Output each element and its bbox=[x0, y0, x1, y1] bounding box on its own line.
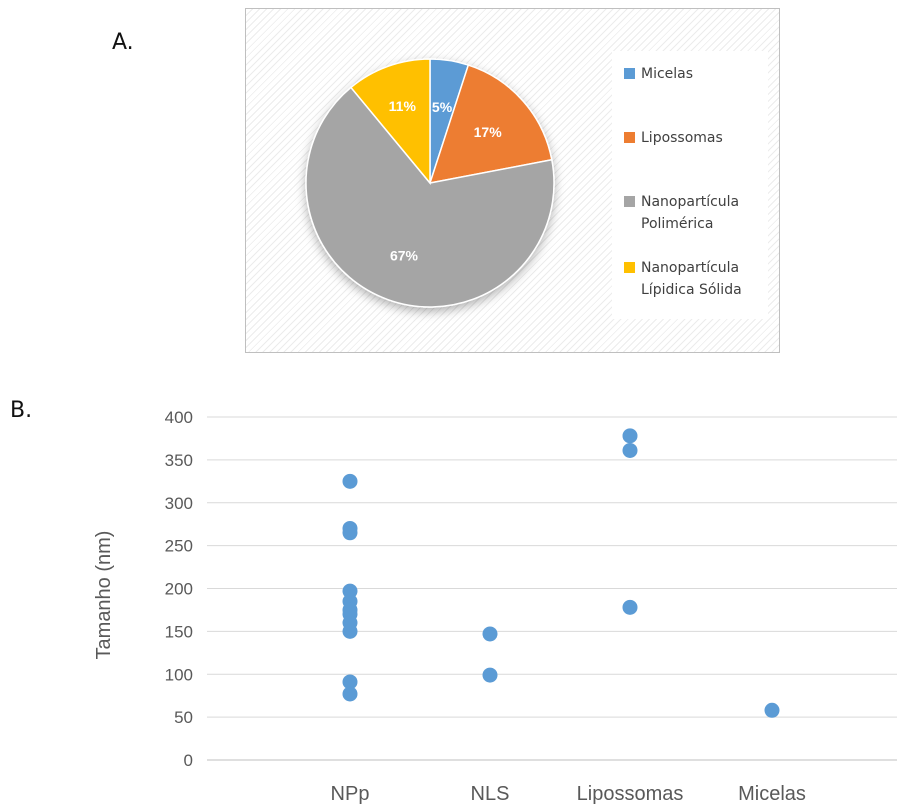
legend-item-nanoparticula-polimerica: Nanopartícula Polimérica bbox=[624, 191, 767, 235]
pie-chart-svg: 5% 17% 67% 11% bbox=[305, 58, 555, 308]
pie-chart: 5% 17% 67% 11% Micelas Lipossomas Nanopartícu… bbox=[245, 8, 780, 353]
y-tick-label: 250 bbox=[165, 537, 193, 556]
y-tick-label: 200 bbox=[165, 580, 193, 599]
scatter-points bbox=[342, 428, 780, 718]
y-tick-label: 0 bbox=[184, 751, 193, 770]
scatter-point bbox=[482, 626, 498, 642]
x-axis-tick-labels: NPp NLS Lipossomas Micelas bbox=[331, 783, 806, 805]
legend-item-nanoparticula-lipidica-solida: Nanopartícula Lípidica Sólida bbox=[624, 257, 767, 301]
legend-swatch bbox=[624, 196, 635, 207]
scatter-gridlines bbox=[207, 416, 897, 761]
panel-a-label: A. bbox=[112, 30, 134, 55]
scatter-point bbox=[342, 674, 358, 690]
pie-data-label-nanoparticula-lipidica-solida: 11% bbox=[389, 98, 417, 114]
scatter-point bbox=[342, 525, 358, 541]
legend-item-micelas: Micelas bbox=[624, 63, 767, 85]
legend-swatch bbox=[624, 262, 635, 273]
legend-label: Nanopartícula Polimérica bbox=[641, 194, 740, 232]
y-axis-label: Tamanho (nm) bbox=[93, 531, 115, 660]
x-tick-label: Micelas bbox=[738, 783, 806, 805]
scatter-point bbox=[342, 623, 358, 639]
legend-swatch bbox=[624, 132, 635, 143]
legend-item-lipossomas: Lipossomas bbox=[624, 127, 767, 149]
y-tick-label: 100 bbox=[165, 665, 193, 684]
pie-slice-nanoparticula-lipidica-solida bbox=[349, 58, 431, 186]
pie-legend: Micelas Lipossomas Nanopartícula Polimérica… bbox=[612, 51, 768, 319]
pie-slice-lipossomas bbox=[428, 64, 553, 184]
x-tick-label: NLS bbox=[471, 783, 510, 805]
scatter-point bbox=[764, 702, 780, 718]
y-axis-tick-labels: 0 50 100 150 200 250 300 350 400 bbox=[165, 408, 193, 770]
y-tick-label: 300 bbox=[165, 494, 193, 513]
y-tick-label: 350 bbox=[165, 451, 193, 470]
scatter-point bbox=[342, 686, 358, 702]
scatter-point bbox=[342, 473, 358, 489]
scatter-chart: 0 50 100 150 200 250 300 350 400 NPp NLS Lipossoma… bbox=[93, 408, 897, 805]
pie-slices bbox=[305, 58, 555, 308]
legend-label: Nanopartícula Lípidica Sólida bbox=[641, 260, 742, 298]
y-tick-label: 400 bbox=[165, 408, 193, 427]
legend-label: Lipossomas bbox=[641, 130, 723, 146]
pie-data-label-micelas: 5% bbox=[432, 99, 453, 115]
pie-data-label-lipossomas: 17% bbox=[474, 124, 503, 140]
pie-data-labels: 5% 17% 67% 11% bbox=[389, 98, 503, 263]
scatter-point bbox=[342, 583, 358, 599]
pie-data-label-nanoparticula-polimerica: 67% bbox=[390, 247, 419, 263]
scatter-point bbox=[622, 428, 638, 444]
scatter-point bbox=[622, 599, 638, 615]
pie-slice-nanoparticula-polimerica bbox=[305, 86, 555, 308]
panel-b-label: B. bbox=[10, 398, 33, 423]
legend-swatch bbox=[624, 68, 635, 79]
y-tick-label: 50 bbox=[174, 708, 193, 727]
y-tick-label: 150 bbox=[165, 622, 193, 641]
x-tick-label: NPp bbox=[331, 783, 370, 805]
x-tick-label: Lipossomas bbox=[577, 783, 684, 805]
scatter-point bbox=[482, 667, 498, 683]
scatter-point bbox=[622, 442, 638, 458]
legend-label: Micelas bbox=[641, 66, 694, 82]
